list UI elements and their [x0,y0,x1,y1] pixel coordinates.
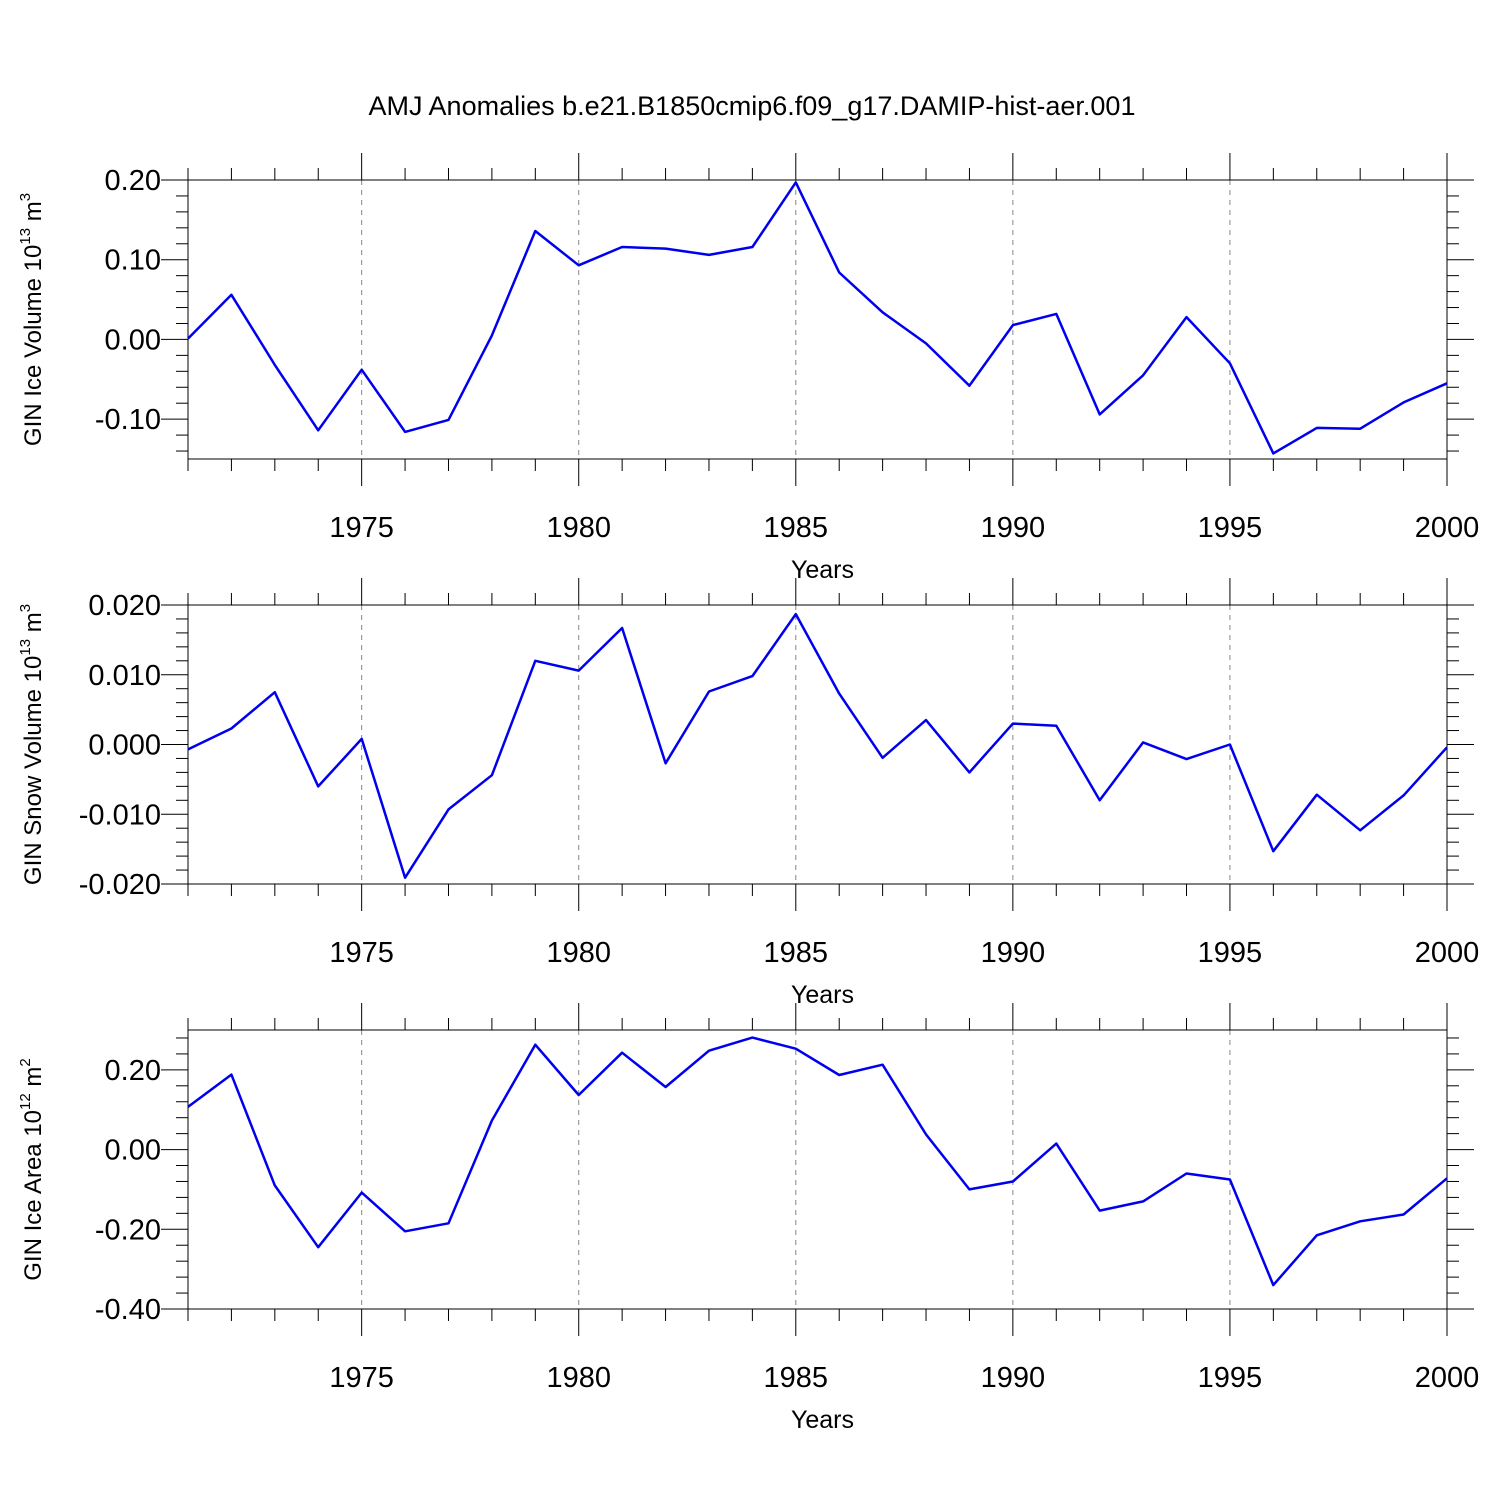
x-tick-label: 1990 [981,937,1046,969]
x-tick-label: 1995 [1198,937,1263,969]
y-axis-label-superscript: 3 [17,193,34,201]
chart-panel-1: 0.20 0.10 0.00 -0.10 1975 1980 1985 1990 1995 200… [17,153,1479,584]
x-tick-label: 1975 [329,512,394,544]
y-tick-label: 0.000 [88,730,161,762]
series-line [187,1036,1448,1287]
y-tick-label: 0.20 [105,1055,161,1087]
chart-panel-2: 0.020 0.010 0.000 -0.010 -0.020 1975 1980 1985 1… [17,578,1479,1009]
x-tick-label: 1990 [981,512,1046,544]
x-tick-label: 2000 [1415,937,1480,969]
y-tick-label: -0.40 [95,1294,161,1326]
y-axis-label-superscript: 13 [17,639,34,656]
x-tick-label: 1975 [329,1362,394,1394]
x-tick-label: 1980 [546,937,611,969]
y-axis-label-superscript: 3 [17,604,34,612]
x-tick-label: 1985 [764,937,829,969]
x-tick-label: 1995 [1198,1362,1263,1394]
y-axis-label-superscript: 12 [17,1093,34,1110]
y-tick-label: -0.10 [95,404,161,436]
y-axis-label-text: GIN Snow Volume 10 [20,656,47,885]
x-tick-label: 1975 [329,937,394,969]
chart-title: AMJ Anomalies b.e21.B1850cmip6.f09_g17.D… [369,91,1136,121]
x-tick-label: 1980 [546,512,611,544]
y-axis-label-superscript: 2 [17,1058,34,1066]
y-tick-label: 0.020 [88,590,161,622]
y-tick-label: -0.020 [79,869,161,901]
panels: 0.20 0.10 0.00 -0.10 1975 1980 1985 1990 1995 200… [17,153,1479,1434]
x-tick-label: 1980 [546,1362,611,1394]
y-axis-label-text: m [20,612,47,639]
x-tick-label: 1985 [764,1362,829,1394]
y-axis-label: GIN Snow Volume 1013 m3 [17,604,47,885]
x-tick-label: 1990 [981,1362,1046,1394]
y-tick-label: 0.10 [105,245,161,277]
y-axis-label-text: GIN Ice Area 10 [20,1110,47,1281]
y-axis-label-superscript: 13 [17,228,34,245]
series-line [187,181,1448,455]
y-tick-label: -0.010 [79,799,161,831]
x-axis-label: Years [791,556,854,584]
plot-frame [187,1029,1448,1310]
x-tick-label: 1985 [764,512,829,544]
y-tick-label: 0.20 [105,165,161,197]
x-tick-label: 2000 [1415,1362,1480,1394]
y-axis-label: GIN Ice Area 1012 m2 [17,1058,47,1280]
plot-frame [187,604,1448,885]
plot-frame [187,179,1448,460]
y-axis-label-text: m [20,1067,47,1094]
x-axis-label: Years [791,1406,854,1434]
y-tick-label: 0.00 [105,324,161,356]
y-axis-label: GIN Ice Volume 1013 m3 [17,193,47,446]
y-tick-label: 0.010 [88,660,161,692]
chart-panel-3: 0.20 0.00 -0.20 -0.40 1975 1980 1985 1990 1995 20… [17,1003,1479,1434]
x-tick-label: 1995 [1198,512,1263,544]
y-tick-label: 0.00 [105,1135,161,1167]
x-axis-label: Years [791,981,854,1009]
series-line [187,612,1448,879]
y-tick-label: -0.20 [95,1214,161,1246]
y-axis-label-text: m [20,201,47,228]
y-axis-label-text: GIN Ice Volume 10 [20,245,47,446]
x-tick-label: 2000 [1415,512,1480,544]
